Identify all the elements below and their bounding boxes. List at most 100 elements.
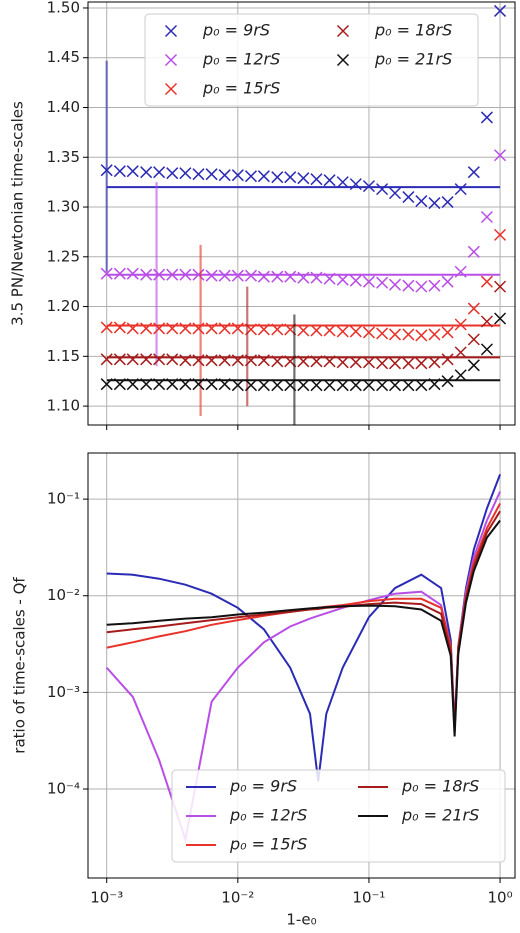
- point: [415, 379, 428, 392]
- legend-label: p₀ = 15rS: [229, 835, 307, 854]
- point: [494, 280, 507, 293]
- point: [297, 172, 310, 185]
- point: [349, 178, 362, 191]
- point: [454, 265, 467, 278]
- point: [388, 328, 402, 341]
- point: [428, 356, 441, 369]
- legend-box: [171, 769, 506, 863]
- point: [454, 318, 467, 331]
- point: [205, 269, 218, 282]
- point: [166, 268, 179, 281]
- point: [362, 356, 375, 369]
- point: [310, 379, 323, 392]
- point: [231, 322, 244, 335]
- point: [153, 166, 166, 179]
- legend-label: p₀ = 18rS: [401, 777, 479, 796]
- axes-frame: [87, 452, 516, 879]
- point: [402, 379, 415, 392]
- point: [428, 279, 441, 292]
- point: [388, 278, 402, 291]
- point: [271, 379, 284, 392]
- point: [467, 359, 480, 372]
- data-layer: [100, 4, 507, 425]
- point: [140, 353, 153, 366]
- y-tick-label: 1.50: [47, 0, 80, 16]
- point: [257, 379, 270, 392]
- point: [271, 355, 284, 368]
- point: [100, 267, 113, 280]
- point: [349, 274, 362, 287]
- point: [218, 378, 231, 391]
- point: [388, 379, 402, 392]
- data-layer: [105, 474, 502, 844]
- point: [166, 353, 179, 366]
- point: [126, 353, 139, 366]
- point: [336, 379, 349, 392]
- point: [441, 353, 454, 366]
- point: [126, 165, 139, 178]
- point: [376, 327, 389, 340]
- point: [153, 378, 166, 391]
- legend-marker: [164, 53, 178, 67]
- point: [100, 321, 113, 334]
- point: [362, 275, 375, 288]
- y-tick-label: 1.20: [47, 297, 80, 315]
- point: [441, 375, 454, 388]
- legend-label: p₀ = 9rS: [229, 777, 297, 796]
- legend-label: p₀ = 21rS: [401, 806, 479, 825]
- point: [231, 354, 244, 367]
- point: [336, 176, 349, 189]
- point: [231, 269, 244, 282]
- point: [376, 183, 389, 196]
- point: [336, 356, 349, 369]
- point: [126, 267, 139, 280]
- point: [179, 354, 192, 367]
- legend-marker: [164, 24, 178, 38]
- y-tick-label: 10⁻³: [47, 683, 80, 701]
- point: [113, 353, 126, 366]
- point: [192, 168, 205, 181]
- point: [153, 353, 166, 366]
- y-axis-label: ratio of time-scales - Qf: [11, 577, 29, 754]
- point: [376, 379, 389, 392]
- point: [494, 4, 507, 17]
- legend-label: p₀ = 12rS: [229, 806, 307, 825]
- point: [231, 379, 244, 392]
- point: [244, 170, 258, 183]
- point: [192, 268, 205, 281]
- point: [179, 268, 192, 281]
- point: [494, 312, 507, 325]
- point: [271, 171, 284, 184]
- x-axis-label: 1-e₀: [286, 911, 316, 929]
- point: [323, 379, 336, 392]
- y-tick-label: 1.30: [47, 198, 80, 216]
- legend-label: p₀ = 9rS: [202, 21, 270, 40]
- legend-label: p₀ = 21rS: [374, 50, 452, 69]
- y-tick-label: 1.35: [47, 148, 80, 166]
- point: [113, 267, 126, 280]
- point: [179, 322, 192, 335]
- point: [218, 322, 231, 335]
- y-tick-label: 1.10: [47, 397, 80, 415]
- x-tick-label: 10⁰: [488, 889, 513, 907]
- point: [480, 343, 493, 356]
- point: [218, 354, 231, 367]
- y-tick-label: 1.45: [47, 48, 80, 66]
- point: [480, 275, 493, 288]
- legend-label: p₀ = 18rS: [374, 21, 452, 40]
- point: [388, 187, 402, 200]
- point: [179, 378, 192, 391]
- point: [284, 379, 297, 392]
- point: [467, 333, 480, 346]
- point: [362, 379, 375, 392]
- point: [349, 356, 362, 369]
- point: [257, 354, 270, 367]
- legend-marker: [164, 82, 178, 96]
- point: [205, 354, 218, 367]
- point: [494, 228, 507, 241]
- point: [231, 169, 244, 182]
- point: [257, 323, 270, 336]
- y-axis-label: 3.5 PN/Newtonian time-scales: [9, 101, 27, 326]
- point: [441, 275, 454, 288]
- point: [244, 354, 258, 367]
